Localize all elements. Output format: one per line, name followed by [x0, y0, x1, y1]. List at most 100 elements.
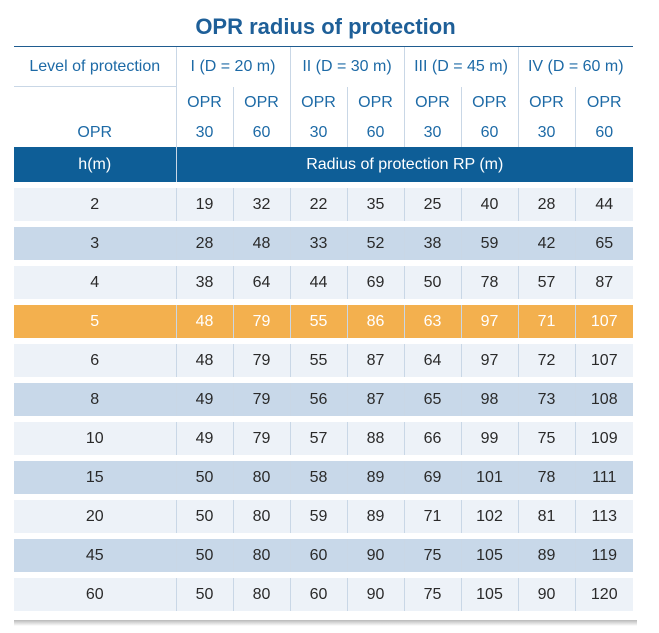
table-row: 6 48 79 55 87 64 97 72 107 [14, 338, 633, 380]
opr-row-label-top [14, 87, 176, 120]
radius-cell: 86 [346, 299, 404, 341]
radius-cell: 35 [346, 182, 404, 224]
opr-name-cell: OPR [175, 86, 233, 119]
height-cell: 45 [14, 533, 176, 575]
height-cell: 5 [14, 299, 176, 341]
radius-cell: 65 [403, 377, 461, 419]
table-row: 2 19 32 22 35 25 40 28 44 [14, 182, 633, 224]
radius-cell: 48 [232, 221, 290, 263]
radius-cell: 49 [175, 416, 233, 458]
height-cell: 10 [14, 416, 176, 458]
radius-cell: 66 [403, 416, 461, 458]
radius-cell: 80 [232, 455, 290, 497]
radius-cell: 69 [346, 260, 404, 302]
height-cell: 20 [14, 494, 176, 536]
table-row: 4 38 64 44 69 50 78 57 87 [14, 260, 633, 302]
radius-cell: 44 [574, 182, 633, 224]
level-iii-header: III (D = 45 m) [403, 46, 518, 87]
radius-cell: 28 [517, 182, 575, 224]
radius-cell: 50 [175, 455, 233, 497]
radius-cell: 57 [289, 416, 347, 458]
radius-cell: 87 [346, 338, 404, 380]
table-bottom-shadow [14, 620, 637, 626]
radius-cell: 44 [289, 260, 347, 302]
radius-cell: 75 [403, 533, 461, 575]
radius-cell: 80 [232, 533, 290, 575]
radius-cell: 113 [574, 494, 633, 536]
radius-cell: 75 [517, 416, 575, 458]
radius-cell: 79 [232, 416, 290, 458]
radius-cell: 89 [517, 533, 575, 575]
radius-cell: 48 [175, 299, 233, 341]
radius-cell: 90 [517, 572, 575, 611]
radius-cell: 102 [460, 494, 518, 536]
radius-cell: 78 [517, 455, 575, 497]
radius-cell: 59 [289, 494, 347, 536]
radius-cell: 98 [460, 377, 518, 419]
opr-value-cell: 60 [232, 119, 290, 147]
radius-cell: 48 [175, 338, 233, 380]
radius-cell: 107 [574, 338, 633, 380]
radius-cell: 52 [346, 221, 404, 263]
radius-cell: 50 [175, 533, 233, 575]
table-row: 8 49 79 56 87 65 98 73 108 [14, 377, 633, 419]
radius-cell: 79 [232, 377, 290, 419]
radius-cell: 65 [574, 221, 633, 263]
opr-name-cell: OPR [517, 86, 575, 119]
radius-cell: 79 [232, 338, 290, 380]
radius-cell: 90 [346, 572, 404, 611]
table-row: 60 50 80 60 90 75 105 90 120 [14, 572, 633, 611]
radius-cell: 60 [289, 533, 347, 575]
radius-cell: 32 [232, 182, 290, 224]
level-iv-header: IV (D = 60 m) [517, 46, 633, 87]
opr-radius-table: Level of protection I (D = 20 m) II (D =… [14, 46, 633, 611]
radius-cell: 109 [574, 416, 633, 458]
opr-value-cell: 60 [460, 119, 518, 147]
level-header-row: Level of protection I (D = 20 m) II (D =… [14, 46, 633, 87]
level-of-protection-label: Level of protection [14, 46, 176, 87]
radius-cell: 99 [460, 416, 518, 458]
table-title: OPR radius of protection [195, 14, 456, 39]
opr-name-cell: OPR [346, 86, 404, 119]
opr-name-cell: OPR [403, 86, 461, 119]
radius-cell: 97 [460, 338, 518, 380]
radius-cell: 56 [289, 377, 347, 419]
radius-cell: 71 [517, 299, 575, 341]
column-header-row: h(m) Radius of protection RP (m) [14, 147, 633, 185]
radius-cell: 89 [346, 494, 404, 536]
level-ii-header: II (D = 30 m) [289, 46, 404, 87]
opr-value-row: OPR 30 60 30 60 30 60 30 60 [14, 119, 633, 147]
radius-cell: 71 [403, 494, 461, 536]
radius-cell: 72 [517, 338, 575, 380]
height-cell: 6 [14, 338, 176, 380]
radius-cell: 120 [574, 572, 633, 611]
radius-column-header: Radius of protection RP (m) [175, 147, 633, 185]
radius-cell: 38 [175, 260, 233, 302]
radius-cell: 97 [460, 299, 518, 341]
radius-cell: 90 [346, 533, 404, 575]
opr-value-cell: 30 [289, 119, 347, 147]
radius-cell: 49 [175, 377, 233, 419]
radius-cell: 50 [403, 260, 461, 302]
radius-cell: 22 [289, 182, 347, 224]
radius-cell: 108 [574, 377, 633, 419]
opr-name-cell: OPR [289, 86, 347, 119]
radius-cell: 87 [574, 260, 633, 302]
radius-cell: 89 [346, 455, 404, 497]
radius-cell: 107 [574, 299, 633, 341]
radius-cell: 25 [403, 182, 461, 224]
opr-row-label: OPR [77, 124, 113, 141]
radius-cell: 119 [574, 533, 633, 575]
opr-name-cell: OPR [232, 86, 290, 119]
height-cell: 3 [14, 221, 176, 263]
radius-cell: 28 [175, 221, 233, 263]
radius-cell: 19 [175, 182, 233, 224]
height-cell: 60 [14, 572, 176, 611]
height-cell: 2 [14, 182, 176, 224]
radius-cell: 42 [517, 221, 575, 263]
radius-cell: 101 [460, 455, 518, 497]
radius-cell: 59 [460, 221, 518, 263]
opr-name-cell: OPR [574, 86, 633, 119]
radius-cell: 78 [460, 260, 518, 302]
radius-cell: 69 [403, 455, 461, 497]
